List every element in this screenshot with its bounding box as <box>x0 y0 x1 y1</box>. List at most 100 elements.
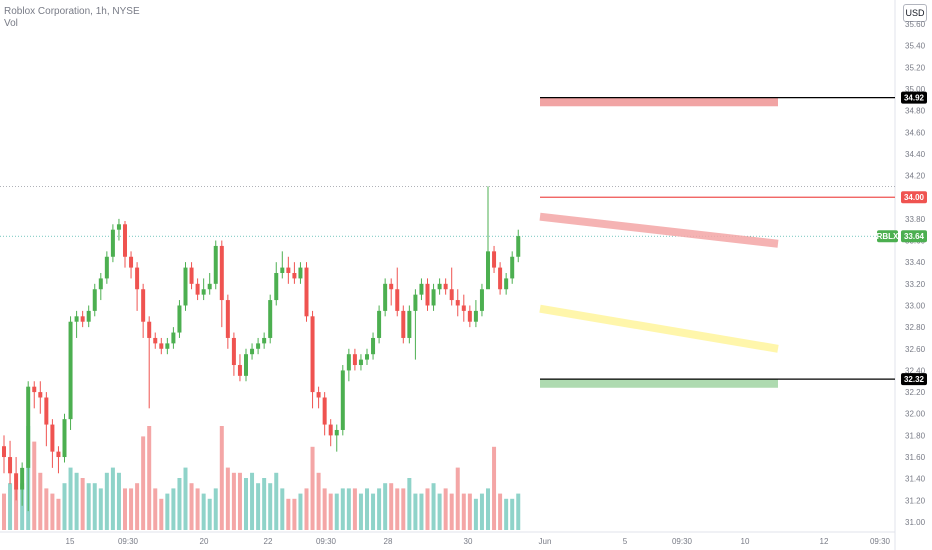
volume-bar <box>425 488 430 530</box>
y-tick-label: 31.80 <box>905 431 926 440</box>
volume-bar <box>213 488 218 530</box>
candle-body <box>189 267 194 284</box>
volume-bar <box>32 441 37 530</box>
volume-bar <box>165 493 170 530</box>
candle-body <box>207 283 212 290</box>
volume-bar <box>14 488 19 530</box>
volume-bar <box>8 483 13 530</box>
x-tick-label: 09:30 <box>870 537 891 546</box>
candle-body <box>352 354 357 366</box>
y-tick-label: 32.40 <box>905 366 926 375</box>
volume-bar <box>352 488 357 530</box>
volume-bar <box>401 488 406 530</box>
candle-body <box>316 392 321 398</box>
volume-bar <box>268 483 273 530</box>
trend-band <box>539 304 779 353</box>
symbol-badge <box>877 230 898 243</box>
volume-bar <box>183 467 188 530</box>
x-tick-label: 28 <box>384 537 393 546</box>
drawings-layer[interactable] <box>0 97 895 388</box>
candle-body <box>467 310 472 322</box>
volume-bar <box>92 483 97 530</box>
candle-body <box>92 289 97 311</box>
candle-body <box>383 283 388 311</box>
volume-bar <box>219 426 224 530</box>
trend-band <box>539 212 779 248</box>
y-tick-label: 35.20 <box>905 63 926 72</box>
y-tick-label: 33.40 <box>905 258 926 267</box>
volume-bar <box>310 446 315 530</box>
y-tick-label: 32.20 <box>905 388 926 397</box>
candle-body <box>201 289 206 295</box>
candle-body <box>14 473 19 490</box>
volume-bar <box>98 488 103 530</box>
volume-bar <box>346 488 351 530</box>
volume-bar <box>443 488 448 530</box>
volume-bar <box>256 483 261 530</box>
symbol-badge-text: RBLX <box>877 232 899 241</box>
candle-body <box>401 310 406 338</box>
candle-body <box>377 310 382 338</box>
volume-bar <box>250 472 255 530</box>
y-tick-label: 31.20 <box>905 496 926 505</box>
volume-bar <box>516 493 521 530</box>
volume-bar <box>340 488 345 530</box>
candle-body <box>213 245 218 284</box>
volume-bar <box>262 478 267 530</box>
volume-bar <box>44 488 49 530</box>
y-tick-label: 32.00 <box>905 410 926 419</box>
currency-button[interactable]: USD <box>903 4 927 22</box>
candle-body <box>244 354 248 376</box>
candle-body <box>498 267 503 290</box>
candle-body <box>443 283 448 290</box>
volume-bar <box>231 472 236 530</box>
candle-body <box>425 283 430 306</box>
candle-body <box>38 392 43 398</box>
volume-bar <box>316 472 321 530</box>
volume-bar <box>437 493 442 530</box>
candle-body <box>250 348 255 355</box>
candle-body <box>322 397 327 425</box>
candle-body <box>56 451 61 458</box>
candle-body <box>256 343 261 349</box>
volume-bar <box>419 493 424 530</box>
volume-bar <box>141 436 146 530</box>
candle-body <box>86 310 91 322</box>
candle-body <box>20 467 25 490</box>
grid-layer <box>0 0 896 550</box>
volume-bar <box>207 498 212 530</box>
candle-body <box>413 294 418 311</box>
volume-bar <box>274 472 279 530</box>
volume-bar <box>189 483 194 530</box>
axis-layer: 35.60 35.40 35.20 35.00 34.80 34.60 34.40 34.20… <box>66 20 926 546</box>
volume-bar <box>449 493 454 530</box>
x-tick-label: Jun <box>539 537 552 546</box>
volume-bar <box>50 493 55 530</box>
y-tick-label: 31.60 <box>905 453 926 462</box>
y-tick-label: 35.40 <box>905 42 926 51</box>
volume-bar <box>365 488 369 530</box>
candle-body <box>334 429 339 436</box>
volume-bar <box>286 498 291 530</box>
volume-bar <box>389 483 394 530</box>
candle-body <box>262 337 267 344</box>
candle-body <box>177 305 182 333</box>
volume-bar <box>135 483 140 530</box>
candle-body <box>195 283 200 295</box>
last-price-text: 33.64 <box>904 232 925 241</box>
volume-bar <box>377 488 382 530</box>
candle-body <box>510 256 515 279</box>
candle-body <box>237 365 242 376</box>
candle-body <box>395 289 400 311</box>
y-tick-label: 34.60 <box>905 128 926 137</box>
candle-body <box>183 267 188 306</box>
candle-body <box>455 300 460 306</box>
y-tick-label: 34.40 <box>905 150 926 159</box>
candle-body <box>135 267 140 290</box>
volume-bar <box>395 488 400 530</box>
volume-bar <box>334 493 339 530</box>
volume-bar <box>304 488 309 530</box>
candle-body <box>346 354 351 371</box>
chart-title: Roblox Corporation, 1h, NYSE <box>4 6 140 17</box>
